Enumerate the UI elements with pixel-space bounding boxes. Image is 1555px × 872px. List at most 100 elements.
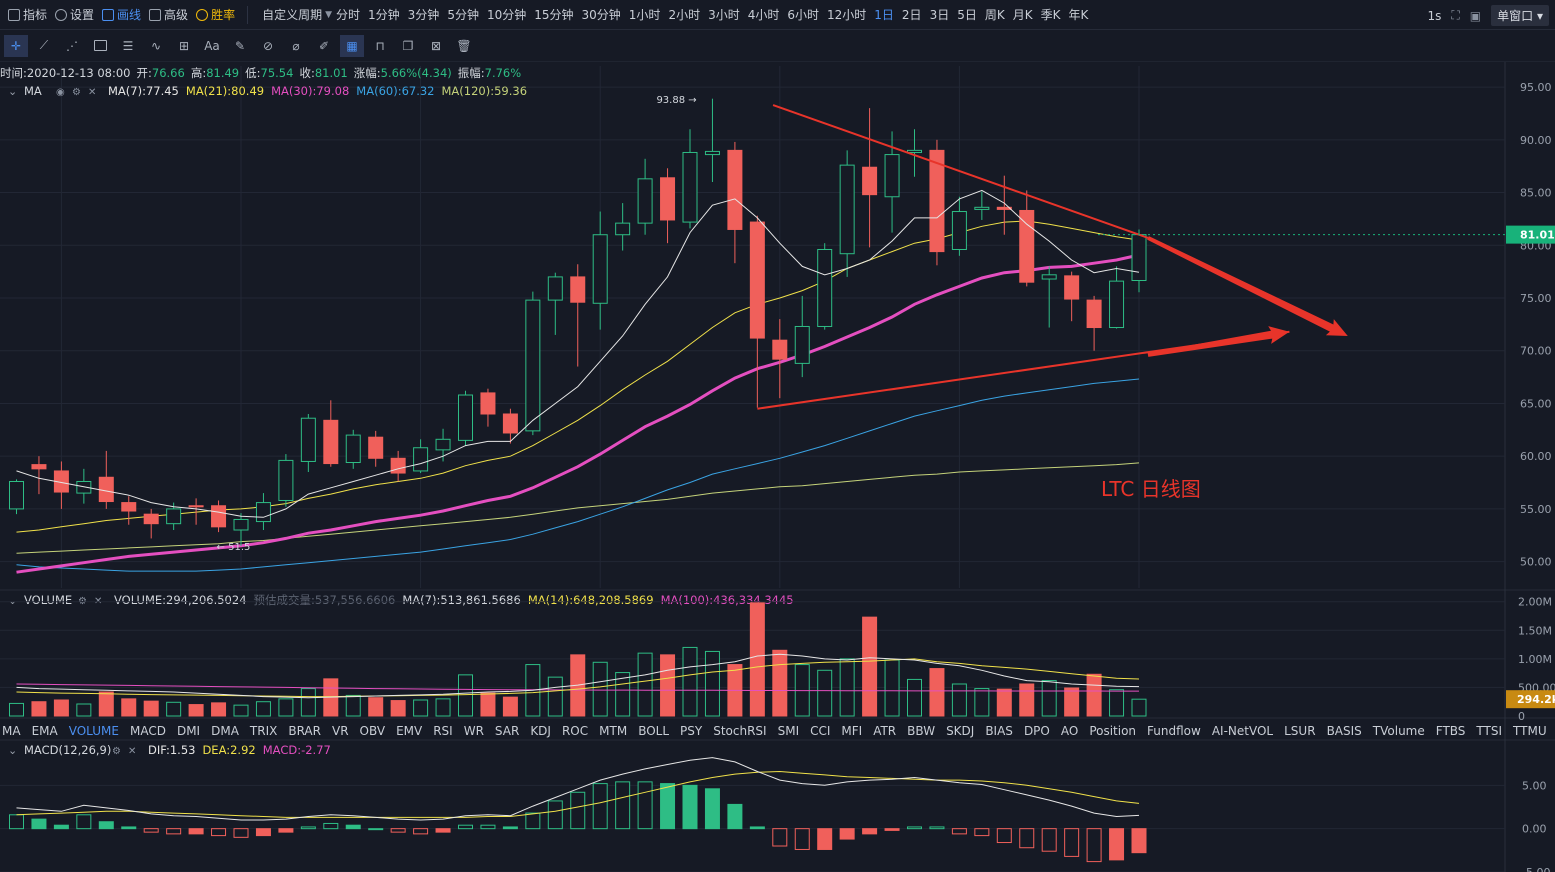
- candle[interactable]: [951, 196, 967, 256]
- indicator-button[interactable]: 指标: [8, 6, 47, 23]
- period-4[interactable]: 10分钟: [486, 8, 527, 22]
- indicator-tab-bias[interactable]: BIAS: [985, 724, 1013, 738]
- fib-tool[interactable]: ☰: [116, 35, 140, 57]
- window-mode-dropdown[interactable]: 单窗口 ▾: [1491, 5, 1549, 26]
- indicator-tab-psy[interactable]: PSY: [680, 724, 703, 738]
- period-5[interactable]: 15分钟: [534, 8, 574, 22]
- candle[interactable]: [884, 131, 900, 233]
- candle[interactable]: [794, 295, 810, 378]
- candle[interactable]: [974, 191, 990, 220]
- indicator-tab-rsi[interactable]: RSI: [433, 724, 453, 738]
- draw-line-button[interactable]: 画线: [102, 6, 141, 23]
- candle[interactable]: [300, 414, 316, 472]
- candle[interactable]: [749, 215, 765, 408]
- period-8[interactable]: 2小时: [668, 8, 701, 22]
- hide-tool[interactable]: ⊠: [424, 35, 448, 57]
- candle[interactable]: [660, 168, 676, 244]
- candle[interactable]: [615, 203, 631, 251]
- grid-toggle-tool[interactable]: ▦: [340, 34, 364, 57]
- indicator-tab-vr[interactable]: VR: [332, 724, 349, 738]
- indicator-tab-ttmu[interactable]: TTMU: [1512, 724, 1547, 738]
- candle[interactable]: [817, 243, 833, 330]
- indicator-tab-lsur[interactable]: LSUR: [1284, 724, 1315, 738]
- indicator-tab-tvolume[interactable]: TVolume: [1372, 724, 1425, 738]
- period-12[interactable]: 12小时: [827, 8, 867, 22]
- period-10[interactable]: 4小时: [747, 8, 780, 22]
- indicator-tab-wr[interactable]: WR: [464, 724, 484, 738]
- copy-tool[interactable]: ❐: [396, 35, 420, 57]
- candle[interactable]: [682, 129, 698, 229]
- indicator-tab-ema[interactable]: EMA: [32, 724, 59, 738]
- pencil-tool[interactable]: ✐: [312, 35, 336, 57]
- indicator-tab-roc[interactable]: ROC: [562, 724, 588, 738]
- period-7[interactable]: 1小时: [628, 8, 661, 22]
- candle[interactable]: [278, 454, 294, 507]
- lock-tool[interactable]: ⊓: [368, 35, 392, 57]
- indicator-tab-position[interactable]: Position: [1089, 724, 1136, 738]
- indicator-tab-obv[interactable]: OBV: [360, 724, 386, 738]
- candle[interactable]: [929, 139, 945, 266]
- indicator-tab-basis[interactable]: BASIS: [1327, 724, 1362, 738]
- indicator-tab-stochrsi[interactable]: StochRSI: [713, 724, 766, 738]
- candle[interactable]: [547, 272, 563, 335]
- candle[interactable]: [211, 500, 227, 533]
- screenshot-icon[interactable]: ▣: [1469, 8, 1482, 23]
- indicator-tab-dma[interactable]: DMA: [211, 724, 240, 738]
- indicator-tab-mfi[interactable]: MFI: [841, 724, 862, 738]
- indicator-tab-sar[interactable]: SAR: [495, 724, 519, 738]
- crosshair-tool[interactable]: ✛: [4, 34, 28, 57]
- period-17[interactable]: 周K: [984, 8, 1005, 22]
- ruler-tool[interactable]: ⌀: [284, 35, 308, 57]
- multi-line-tool[interactable]: ⋰: [60, 35, 84, 57]
- candle[interactable]: [570, 264, 586, 367]
- period-6[interactable]: 30分钟: [581, 8, 621, 22]
- indicator-tab-cci[interactable]: CCI: [810, 724, 830, 738]
- candle[interactable]: [996, 175, 1012, 235]
- candle[interactable]: [121, 496, 137, 525]
- indicator-tab-bbw[interactable]: BBW: [907, 724, 935, 738]
- candle[interactable]: [1041, 266, 1057, 328]
- period-15[interactable]: 3日: [929, 8, 950, 22]
- indicator-tab-ao[interactable]: AO: [1061, 724, 1078, 738]
- candle[interactable]: [1086, 295, 1102, 351]
- fullscreen-icon[interactable]: ⛶: [1451, 8, 1460, 22]
- candle[interactable]: [323, 400, 339, 467]
- candle[interactable]: [704, 98, 720, 182]
- indicator-tab-skdj[interactable]: SKDJ: [946, 724, 974, 738]
- indicator-tab-ttsi[interactable]: TTSI: [1475, 724, 1502, 738]
- candle[interactable]: [98, 450, 114, 509]
- interval-label[interactable]: 1s: [1427, 8, 1442, 23]
- period-2[interactable]: 3分钟: [407, 8, 440, 22]
- candle[interactable]: [502, 408, 518, 444]
- period-0[interactable]: 分时: [336, 8, 361, 22]
- indicator-tab-volume[interactable]: VOLUME: [69, 724, 119, 738]
- text-tool[interactable]: Aa: [200, 35, 224, 57]
- indicator-tab-mtm[interactable]: MTM: [599, 724, 627, 738]
- candle[interactable]: [839, 150, 855, 277]
- indicator-tab-fundflow[interactable]: Fundflow: [1147, 724, 1201, 738]
- settings-button[interactable]: 设置: [55, 6, 94, 23]
- candle[interactable]: [413, 439, 429, 474]
- indicator-tab-brar[interactable]: BRAR: [288, 724, 321, 738]
- indicator-tab-dmi[interactable]: DMI: [177, 724, 200, 738]
- period-1[interactable]: 1分钟: [368, 8, 400, 22]
- magnet-tool[interactable]: ⊘: [256, 35, 280, 57]
- candle[interactable]: [637, 158, 653, 235]
- indicator-tab-ai-netvol[interactable]: AI-NetVOL: [1212, 724, 1274, 738]
- candle[interactable]: [862, 108, 878, 248]
- rectangle-tool[interactable]: [88, 35, 112, 57]
- indicator-tab-macd[interactable]: MACD: [130, 724, 166, 738]
- indicator-tab-ma[interactable]: MA: [2, 724, 21, 738]
- indicator-tab-boll[interactable]: BOLL: [638, 724, 669, 738]
- period-16[interactable]: 5日: [957, 8, 977, 22]
- candle[interactable]: [233, 513, 249, 546]
- period-14[interactable]: 2日: [901, 8, 922, 22]
- period-18[interactable]: 月K: [1012, 8, 1033, 22]
- period-19[interactable]: 季K: [1040, 8, 1061, 22]
- trend-line-tool[interactable]: ⟋: [32, 35, 56, 57]
- candle[interactable]: [1131, 229, 1147, 293]
- candle[interactable]: [458, 390, 473, 446]
- measure-tool[interactable]: ⊞: [172, 35, 196, 57]
- period-3[interactable]: 5分钟: [447, 8, 479, 22]
